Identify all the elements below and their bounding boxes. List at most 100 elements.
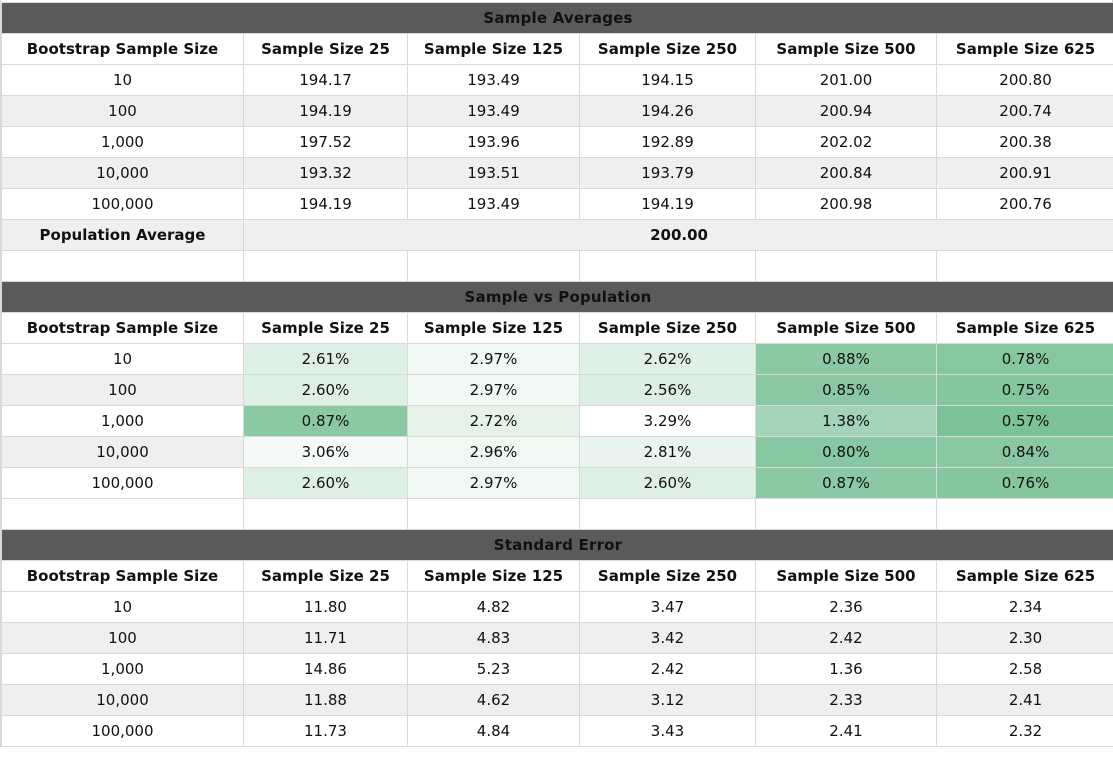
column-header-bootstrap-sample-size[interactable]: Bootstrap Sample Size — [1, 33, 244, 65]
cell[interactable]: 2.60% — [243, 467, 408, 499]
row-label[interactable]: 1,000 — [1, 405, 244, 437]
row-label[interactable]: 10 — [1, 343, 244, 375]
cell[interactable]: 2.60% — [243, 374, 408, 406]
cell[interactable]: 2.42 — [755, 622, 937, 654]
cell[interactable]: 3.29% — [579, 405, 756, 437]
cell[interactable]: 201.00 — [755, 64, 937, 96]
cell[interactable]: 2.97% — [407, 343, 580, 375]
cell[interactable]: 11.80 — [243, 591, 408, 623]
row-label[interactable]: 1,000 — [1, 126, 244, 158]
column-header-sample-size-25[interactable]: Sample Size 25 — [243, 560, 408, 592]
empty-cell[interactable] — [755, 250, 937, 282]
empty-cell[interactable] — [243, 250, 408, 282]
cell[interactable]: 194.19 — [243, 188, 408, 220]
column-header-sample-size-625[interactable]: Sample Size 625 — [935, 312, 1113, 344]
cell[interactable]: 194.15 — [579, 64, 756, 96]
cell[interactable]: 0.80% — [755, 436, 937, 468]
cell[interactable]: 193.51 — [407, 157, 580, 189]
cell[interactable]: 200.94 — [755, 95, 937, 127]
cell[interactable]: 193.49 — [407, 95, 580, 127]
row-label[interactable]: 100,000 — [1, 467, 244, 499]
cell[interactable]: 2.41 — [935, 684, 1113, 716]
cell[interactable]: 3.43 — [579, 715, 756, 747]
cell[interactable]: 200.76 — [935, 188, 1113, 220]
row-label[interactable]: 100,000 — [1, 188, 244, 220]
column-header-bootstrap-sample-size[interactable]: Bootstrap Sample Size — [1, 312, 244, 344]
cell[interactable]: 193.96 — [407, 126, 580, 158]
cell[interactable]: 11.73 — [243, 715, 408, 747]
cell[interactable]: 2.97% — [407, 374, 580, 406]
cell[interactable]: 2.62% — [579, 343, 756, 375]
cell[interactable]: 2.42 — [579, 653, 756, 685]
cell[interactable]: 0.88% — [755, 343, 937, 375]
cell[interactable]: 194.19 — [579, 188, 756, 220]
column-header-sample-size-25[interactable]: Sample Size 25 — [243, 312, 408, 344]
cell[interactable]: 3.06% — [243, 436, 408, 468]
cell[interactable]: 200.80 — [935, 64, 1113, 96]
column-header-sample-size-625[interactable]: Sample Size 625 — [935, 560, 1113, 592]
column-header-sample-size-25[interactable]: Sample Size 25 — [243, 33, 408, 65]
column-header-sample-size-125[interactable]: Sample Size 125 — [407, 560, 580, 592]
cell[interactable]: 194.26 — [579, 95, 756, 127]
cell[interactable]: 202.02 — [755, 126, 937, 158]
cell[interactable]: 3.12 — [579, 684, 756, 716]
cell[interactable]: 0.57% — [935, 405, 1113, 437]
row-label[interactable]: 100 — [1, 95, 244, 127]
table-title-standard-error[interactable]: Standard Error — [0, 529, 1113, 561]
empty-cell[interactable] — [579, 498, 756, 530]
cell[interactable]: 0.87% — [755, 467, 937, 499]
cell[interactable]: 0.85% — [755, 374, 937, 406]
column-header-sample-size-250[interactable]: Sample Size 250 — [579, 33, 756, 65]
cell[interactable]: 1.36 — [755, 653, 937, 685]
row-label[interactable]: 10,000 — [1, 436, 244, 468]
cell[interactable]: 2.34 — [935, 591, 1113, 623]
cell[interactable]: 0.75% — [935, 374, 1113, 406]
cell[interactable]: 4.82 — [407, 591, 580, 623]
cell[interactable]: 193.32 — [243, 157, 408, 189]
empty-cell[interactable] — [1, 498, 244, 530]
cell[interactable]: 2.41 — [755, 715, 937, 747]
cell[interactable]: 5.23 — [407, 653, 580, 685]
cell[interactable]: 2.60% — [579, 467, 756, 499]
cell[interactable]: 2.58 — [935, 653, 1113, 685]
empty-cell[interactable] — [1, 250, 244, 282]
cell[interactable]: 4.83 — [407, 622, 580, 654]
empty-cell[interactable] — [935, 498, 1113, 530]
cell[interactable]: 192.89 — [579, 126, 756, 158]
cell[interactable]: 11.71 — [243, 622, 408, 654]
row-label[interactable]: 10 — [1, 64, 244, 96]
cell[interactable]: 200.74 — [935, 95, 1113, 127]
cell[interactable]: 1.38% — [755, 405, 937, 437]
column-header-sample-size-250[interactable]: Sample Size 250 — [579, 312, 756, 344]
column-header-sample-size-125[interactable]: Sample Size 125 — [407, 33, 580, 65]
cell[interactable]: 4.84 — [407, 715, 580, 747]
cell[interactable]: 194.19 — [243, 95, 408, 127]
cell[interactable]: 2.56% — [579, 374, 756, 406]
cell[interactable]: 0.76% — [935, 467, 1113, 499]
row-label[interactable]: 10,000 — [1, 157, 244, 189]
empty-cell[interactable] — [407, 250, 580, 282]
cell[interactable]: 2.61% — [243, 343, 408, 375]
row-label[interactable]: 100 — [1, 374, 244, 406]
row-label[interactable]: 100 — [1, 622, 244, 654]
cell[interactable]: 2.36 — [755, 591, 937, 623]
row-label[interactable]: 1,000 — [1, 653, 244, 685]
cell[interactable]: 197.52 — [243, 126, 408, 158]
cell[interactable]: 0.87% — [243, 405, 408, 437]
cell[interactable]: 2.97% — [407, 467, 580, 499]
empty-cell[interactable] — [407, 498, 580, 530]
cell[interactable]: 2.72% — [407, 405, 580, 437]
cell[interactable]: 200.98 — [755, 188, 937, 220]
cell[interactable]: 4.62 — [407, 684, 580, 716]
column-header-sample-size-500[interactable]: Sample Size 500 — [755, 312, 937, 344]
cell[interactable]: 200.38 — [935, 126, 1113, 158]
column-header-sample-size-250[interactable]: Sample Size 250 — [579, 560, 756, 592]
empty-cell[interactable] — [579, 250, 756, 282]
cell[interactable]: 193.49 — [407, 188, 580, 220]
table-title-sample-averages[interactable]: Sample Averages — [0, 2, 1113, 34]
column-header-sample-size-500[interactable]: Sample Size 500 — [755, 33, 937, 65]
row-label[interactable]: 10 — [1, 591, 244, 623]
cell[interactable]: 0.84% — [935, 436, 1113, 468]
column-header-sample-size-500[interactable]: Sample Size 500 — [755, 560, 937, 592]
cell[interactable]: 2.33 — [755, 684, 937, 716]
